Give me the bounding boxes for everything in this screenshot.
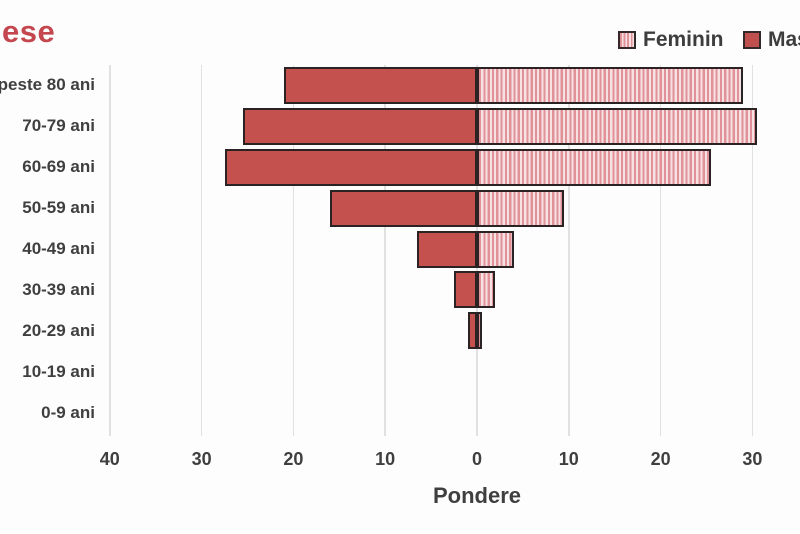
gridline-10-left <box>384 65 386 436</box>
chart-title: ese <box>2 14 56 49</box>
x-tick-label: 10 <box>558 449 579 469</box>
gridline-30-right <box>751 65 754 436</box>
bar-masculin-50-59-ani <box>330 189 477 227</box>
x-axis-title: Pondere <box>432 483 522 508</box>
y-axis-label-50-59-ani: 50-59 ani <box>22 198 95 218</box>
x-tick-label: 10 <box>375 449 396 469</box>
legend-label-masculin: Masculin <box>768 28 800 51</box>
bar-masculin-20-29-ani <box>467 312 477 350</box>
bar-feminin-40-49-ani <box>477 230 514 268</box>
x-tick-label: 20 <box>283 449 304 469</box>
x-tick-label: 0 <box>471 449 482 469</box>
x-tick-label: 20 <box>650 449 671 469</box>
x-tick-label: 30 <box>191 449 212 469</box>
bar-feminin-60-69-ani <box>477 148 712 186</box>
bar-masculin-40-49-ani <box>417 230 477 268</box>
gridline-30-left <box>200 65 203 436</box>
legend: Feminin Masculin <box>0 0 800 60</box>
bar-feminin-70-79-ani <box>477 107 757 145</box>
legend-item-masculin: Masculin <box>743 28 800 52</box>
bar-feminin-20-29-ani <box>477 312 482 350</box>
y-axis-label-0-9-ani: 0-9 ani <box>41 402 95 422</box>
x-tick-label: 40 <box>99 449 120 469</box>
feminin-swatch-icon <box>618 31 636 49</box>
bar-feminin-peste-80-ani <box>477 66 744 104</box>
bar-masculin-60-69-ani <box>224 148 477 186</box>
legend-item-feminin: Feminin <box>618 28 724 52</box>
gridline-20-right <box>659 65 662 436</box>
bar-masculin-peste-80-ani <box>284 66 477 104</box>
y-axis-label-40-49-ani: 40-49 ani <box>22 239 95 259</box>
gridline-10-right <box>568 65 570 436</box>
legend-label-feminin: Feminin <box>643 28 724 51</box>
gridline-20-left <box>292 65 295 436</box>
y-axis-label-60-69-ani: 60-69 ani <box>22 157 95 177</box>
y-axis-label-20-29-ani: 20-29 ani <box>22 320 95 340</box>
bar-masculin-70-79-ani <box>242 107 477 145</box>
y-axis-label-70-79-ani: 70-79 ani <box>22 116 95 136</box>
y-axis-label-peste-80-ani: peste 80 ani <box>0 75 95 95</box>
gridline-40-left <box>109 65 111 436</box>
x-tick-label: 30 <box>742 449 763 469</box>
masculin-swatch-icon <box>743 31 761 49</box>
y-axis-label-30-39-ani: 30-39 ani <box>22 279 95 299</box>
bar-feminin-50-59-ani <box>477 189 565 227</box>
bar-feminin-30-39-ani <box>477 271 496 309</box>
bar-masculin-30-39-ani <box>454 271 477 309</box>
y-axis-label-10-19-ani: 10-19 ani <box>22 361 95 381</box>
